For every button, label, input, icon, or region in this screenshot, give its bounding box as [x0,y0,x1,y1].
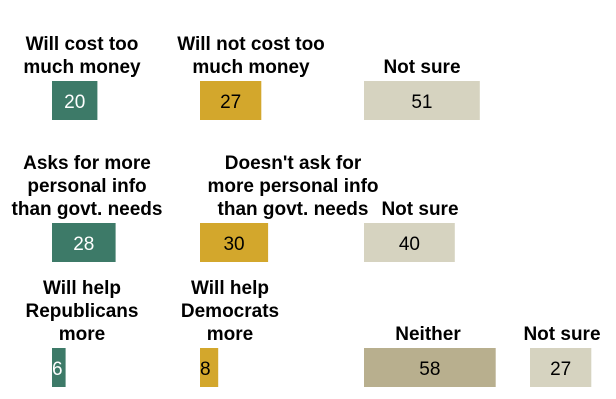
bar [52,223,116,262]
column-label: Republicans [26,301,139,322]
bar [200,81,262,120]
column-label: Democrats [181,301,279,322]
bar [364,348,496,387]
column-label: more [59,324,105,345]
data-label: 30 [223,234,244,255]
column-label: Will help [191,278,269,299]
column-label: Doesn't ask for [225,153,362,174]
data-label: 58 [419,359,440,380]
column-label: much money [192,57,310,78]
bar [200,348,219,387]
data-label: 51 [411,92,432,113]
column-label: Not sure [523,324,600,345]
column-label: Neither [395,324,461,345]
column-label: more personal info [207,176,378,197]
bar [200,223,269,262]
column-label: more [207,324,253,345]
bar [364,223,455,262]
column-label: Will help [43,278,121,299]
bar [530,348,592,387]
column-label: much money [23,57,141,78]
column-label: than govt. needs [218,199,369,220]
column-label: Not sure [381,199,458,220]
bar [52,81,98,120]
column-label: Asks for more [23,153,151,174]
data-label: 27 [220,92,241,113]
data-label: 8 [200,359,211,380]
data-label: 40 [399,234,420,255]
data-label: 27 [550,359,571,380]
data-label: 20 [64,92,85,113]
data-label: 28 [73,234,94,255]
column-label: personal info [27,176,146,197]
column-label: Will not cost too [177,34,325,55]
data-label: 6 [52,359,63,380]
bar [52,348,66,387]
column-label: Will cost too [26,34,139,55]
bar [364,81,480,120]
column-label: Not sure [383,57,460,78]
column-label: than govt. needs [12,199,163,220]
